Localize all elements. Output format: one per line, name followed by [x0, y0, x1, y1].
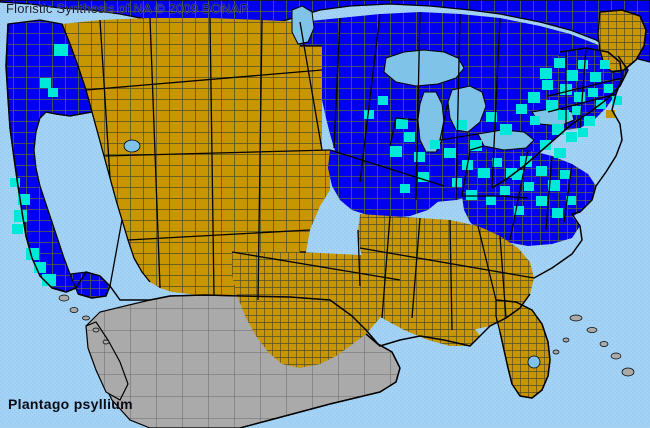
lake-michigan	[417, 91, 445, 153]
county-records-pacific-northwest	[40, 44, 68, 97]
region-southeast-absent	[358, 214, 534, 346]
region-canada	[0, 0, 650, 63]
coastline	[5, 9, 647, 428]
region-western-absent-block	[62, 18, 330, 300]
species-name-label: Plantago psyllium	[8, 396, 133, 412]
county-absent-boston	[606, 110, 615, 118]
state-boundaries	[39, 11, 623, 331]
county-records-california	[10, 178, 56, 286]
lake-winnipeg	[291, 5, 315, 45]
lake-okeechobee	[527, 355, 541, 369]
county-records-southeast	[500, 170, 576, 218]
county-records-great-lakes	[364, 80, 553, 162]
map-title: Floristic Synthesis of NA © 2009 BONAP	[6, 1, 249, 16]
great-salt-lake	[123, 139, 141, 153]
region-texas-oklahoma	[232, 252, 400, 368]
lake-superior	[383, 49, 465, 87]
offshore-islands	[58, 294, 635, 377]
